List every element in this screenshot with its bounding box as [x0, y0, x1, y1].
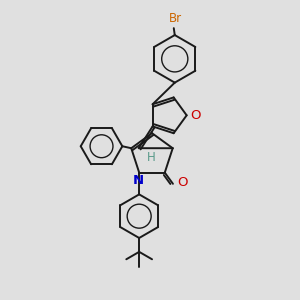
Text: O: O [177, 176, 188, 189]
Text: Br: Br [169, 12, 182, 25]
Text: H: H [147, 151, 155, 164]
Text: O: O [190, 109, 201, 122]
Text: N: N [133, 174, 144, 187]
